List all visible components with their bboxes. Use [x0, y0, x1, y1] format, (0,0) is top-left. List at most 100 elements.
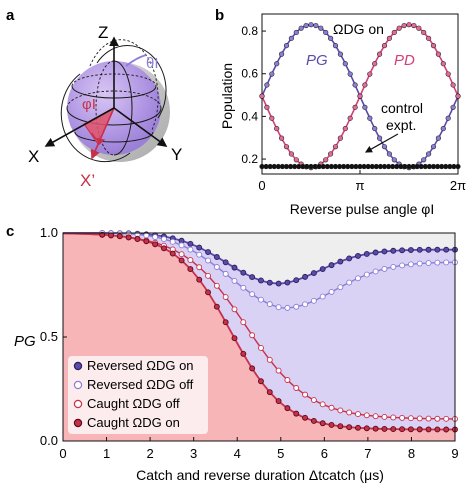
c-point [266, 389, 273, 396]
c-fill-top [63, 233, 455, 284]
c-point [187, 257, 194, 264]
c-point [187, 240, 194, 247]
c-point [310, 270, 317, 277]
c-xtick-label-8: 8 [408, 446, 415, 461]
c-point [222, 259, 229, 266]
c-point [249, 274, 256, 281]
b-point [357, 93, 363, 99]
c-point [434, 426, 441, 433]
c-point [425, 260, 432, 266]
b-point [445, 71, 451, 77]
c-point [284, 405, 291, 412]
c-point [169, 238, 176, 245]
b-point [430, 144, 437, 150]
b-point [391, 157, 397, 163]
c-point [187, 246, 194, 253]
b-point [372, 61, 378, 67]
c-point [443, 426, 450, 433]
c-point [258, 345, 264, 351]
c-point [266, 279, 273, 286]
b-point [362, 104, 368, 110]
c-point [205, 249, 211, 255]
c-point [443, 415, 450, 422]
b-point [337, 51, 344, 57]
c-point [231, 264, 238, 271]
b-ytick-label-1: 0.4 [241, 109, 258, 123]
b-point [352, 104, 358, 110]
b-point [435, 135, 442, 141]
c-point [425, 426, 432, 433]
annotation-control-2: expt. [386, 117, 416, 133]
axis-xprime-label: X’ [80, 171, 95, 190]
c-point [293, 277, 300, 284]
panel-b-xlabel: Reverse pulse angle φI [290, 201, 435, 217]
c-point [240, 319, 247, 326]
c-point [390, 426, 397, 433]
c-point [363, 251, 370, 257]
b-point [279, 51, 285, 57]
c-point [249, 291, 256, 298]
c-point [434, 415, 441, 422]
c-xtick-label-2: 2 [146, 446, 153, 461]
b-point [416, 25, 422, 31]
c-point [319, 293, 326, 300]
b-point [269, 71, 275, 77]
c-point [355, 411, 361, 418]
c-point [134, 236, 141, 242]
c-point [284, 304, 291, 311]
c-point [363, 412, 370, 419]
b-point [264, 104, 270, 110]
c-point [443, 246, 450, 253]
c-point [187, 266, 194, 273]
annotation-control-1: control [381, 100, 423, 116]
c-point [310, 397, 317, 403]
c-point [416, 246, 423, 253]
c-xtick-label-5: 5 [277, 446, 284, 461]
c-point [399, 247, 406, 254]
c-point [337, 284, 344, 291]
c-point [346, 255, 353, 262]
control-arrow [364, 133, 399, 153]
panel-c-ylabel: PG [14, 333, 36, 350]
b-point [283, 42, 290, 49]
c-point [319, 420, 326, 427]
x-prime-axis [90, 107, 115, 160]
c-point [363, 271, 370, 278]
b-point [406, 22, 412, 28]
c-point [407, 426, 414, 433]
c-point [205, 257, 211, 264]
c-point [381, 248, 388, 255]
c-point [143, 238, 150, 245]
panel-b-label: b [215, 7, 224, 24]
c-point [196, 251, 203, 258]
b-point [342, 61, 348, 67]
theta-label: θI [146, 55, 159, 72]
b-point [372, 125, 378, 132]
c-point [372, 249, 379, 256]
b-point [391, 29, 397, 36]
c-point [125, 234, 132, 241]
c-point [240, 284, 247, 291]
b-xtick-label-0: 0 [258, 178, 265, 193]
b-xtick-label-2: 2π [450, 178, 466, 193]
c-point [443, 259, 450, 266]
c-point [196, 244, 203, 251]
c-point [205, 289, 211, 296]
panel-b-points [259, 22, 461, 171]
b-point [347, 115, 353, 121]
phi-arc-arrow [91, 132, 106, 146]
c-point [399, 426, 406, 433]
legend-marker-3 [73, 418, 83, 428]
b-point [352, 82, 358, 88]
c-point [249, 365, 256, 372]
c-point [275, 280, 282, 287]
b-point [435, 51, 442, 57]
b-point [298, 25, 304, 31]
c-point [416, 426, 423, 433]
c-ytick-label-1: 0.5 [40, 329, 58, 344]
b-ytick-label-3: 0.8 [241, 24, 258, 38]
sphere-grid-visible [60, 45, 167, 163]
c-point [205, 272, 211, 279]
c-point [160, 236, 167, 243]
legend-entry-2: Caught ΩDG off [87, 396, 180, 411]
